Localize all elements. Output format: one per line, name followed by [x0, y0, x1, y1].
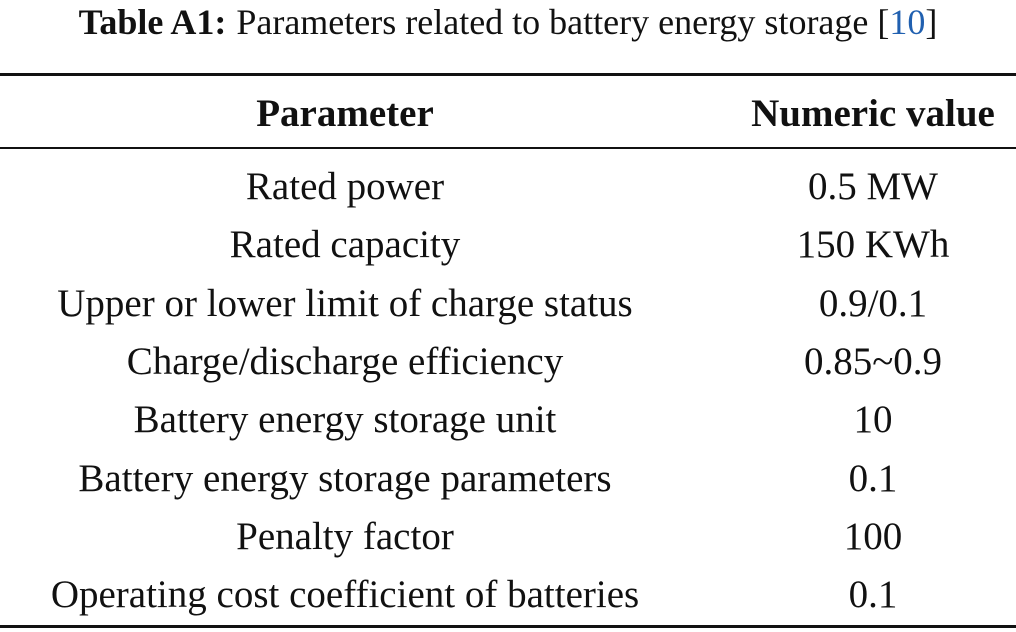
value-cell: 150 KWh — [796, 223, 950, 267]
parameter-cell: Rated power — [245, 165, 445, 208]
parameter-cell: Rated capacity — [229, 223, 461, 267]
parameter-cell: Charge/discharge efficiency — [126, 339, 564, 383]
cite-open: [ — [877, 2, 890, 42]
value-cell: 0.85~0.9 — [803, 339, 943, 383]
parameter-cell: Penalty factor — [236, 514, 454, 558]
value-cell: 0.5 MW — [808, 165, 938, 208]
parameter-cell: Battery energy storage unit — [133, 398, 557, 442]
bottom-rule — [0, 625, 1016, 628]
parameter-cell: Operating cost coefficient of batteries — [50, 573, 640, 617]
value-cell: 0.9/0.1 — [818, 281, 928, 325]
top-rule — [0, 73, 1016, 76]
value-cell: 0.1 — [848, 456, 898, 500]
cite-number[interactable]: 10 — [889, 2, 926, 42]
parameter-cell: Battery energy storage parameters — [78, 456, 612, 500]
value-cell: 0.1 — [848, 573, 898, 617]
caption-label: Table A1: — [78, 2, 227, 42]
value-cell: 100 — [843, 514, 903, 558]
mid-rule — [0, 147, 1016, 149]
table-caption: Table A1: Parameters related to battery e… — [0, 0, 1016, 44]
caption-text: Parameters related to battery energy sto… — [236, 2, 869, 42]
parameter-cell: Upper or lower limit of charge status — [57, 281, 633, 325]
header-cell: Numeric value — [751, 92, 995, 135]
header-cell: Parameter — [256, 92, 434, 135]
cite-close: ] — [925, 2, 938, 42]
value-cell: 10 — [853, 398, 893, 442]
